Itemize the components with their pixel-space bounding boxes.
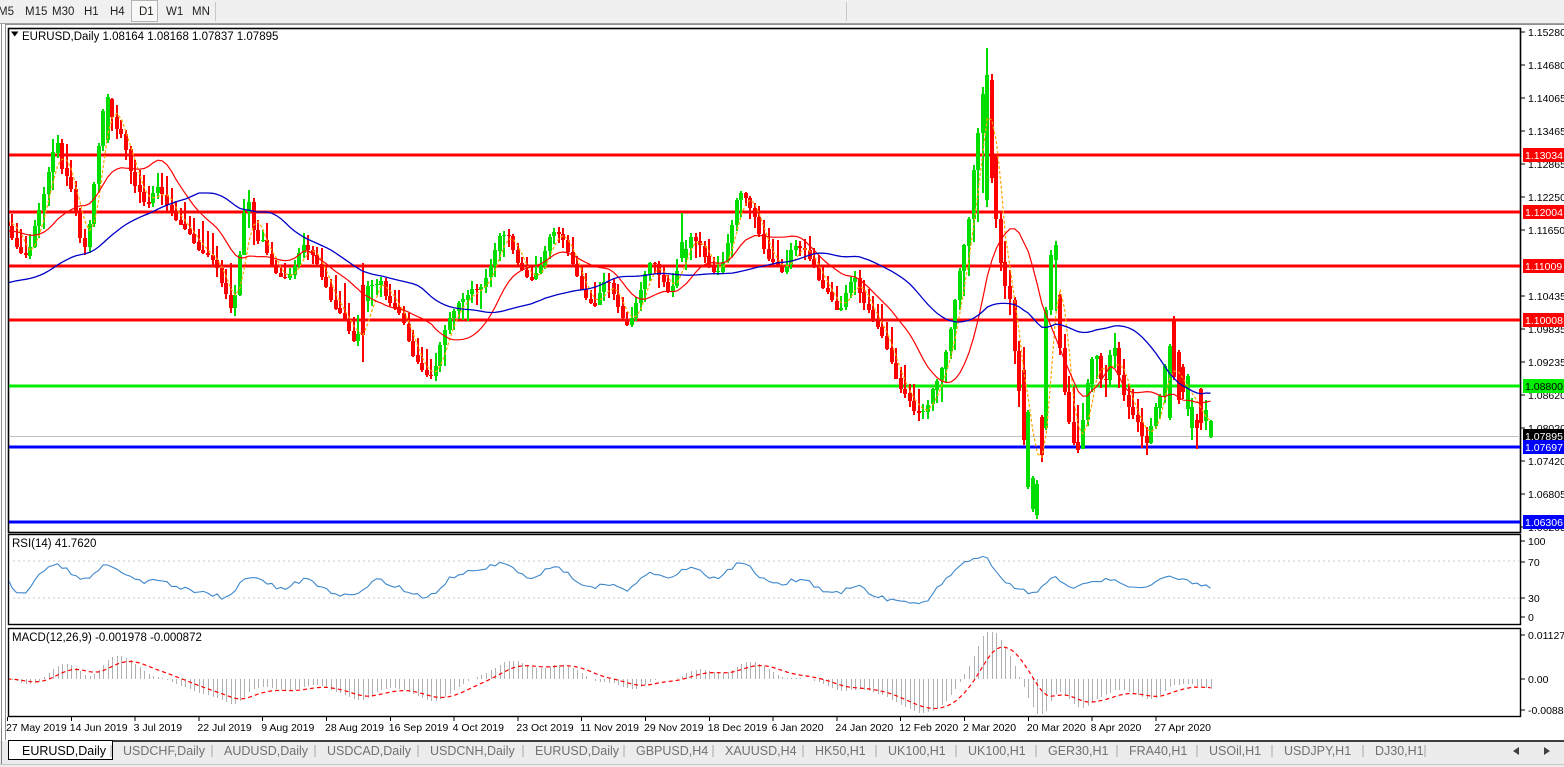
svg-text:3 Jul 2019: 3 Jul 2019 xyxy=(134,722,183,734)
svg-text:1.10008: 1.10008 xyxy=(1525,315,1563,327)
svg-text:4 Oct 2019: 4 Oct 2019 xyxy=(453,722,505,734)
svg-text:18 Dec 2019: 18 Dec 2019 xyxy=(708,722,768,734)
svg-text:DJ30,H1: DJ30,H1 xyxy=(1375,744,1424,758)
svg-text:XAUUSD,H4: XAUUSD,H4 xyxy=(725,744,797,758)
svg-text:UK100,H1: UK100,H1 xyxy=(888,744,946,758)
svg-text:1.12004: 1.12004 xyxy=(1525,207,1563,219)
svg-text:1.12250: 1.12250 xyxy=(1528,192,1564,204)
svg-text:29 Nov 2019: 29 Nov 2019 xyxy=(644,722,704,734)
svg-text:2 Mar 2020: 2 Mar 2020 xyxy=(963,722,1016,734)
svg-text:H1: H1 xyxy=(84,6,99,18)
svg-text:MN: MN xyxy=(192,6,210,18)
svg-text:1.09235: 1.09235 xyxy=(1528,357,1564,369)
svg-text:0: 0 xyxy=(1528,612,1534,624)
svg-text:1.06306: 1.06306 xyxy=(1525,517,1563,529)
svg-text:70: 70 xyxy=(1528,557,1540,569)
svg-text:USOil,H1: USOil,H1 xyxy=(1209,744,1261,758)
svg-text:FRA40,H1: FRA40,H1 xyxy=(1129,744,1187,758)
svg-text:1.06805: 1.06805 xyxy=(1528,489,1564,501)
svg-text:AUDUSD,Daily: AUDUSD,Daily xyxy=(224,744,309,758)
svg-text:9 Aug 2019: 9 Aug 2019 xyxy=(261,722,314,734)
svg-text:100: 100 xyxy=(1528,536,1546,548)
svg-text:D1: D1 xyxy=(139,6,154,18)
svg-text:30: 30 xyxy=(1528,593,1540,605)
svg-text:16 Sep 2019: 16 Sep 2019 xyxy=(389,722,449,734)
svg-text:1.14065: 1.14065 xyxy=(1528,93,1564,105)
svg-text:14 Jun 2019: 14 Jun 2019 xyxy=(70,722,128,734)
svg-text:12 Feb 2020: 12 Feb 2020 xyxy=(899,722,958,734)
svg-text:1.10435: 1.10435 xyxy=(1528,291,1564,303)
svg-text:UK100,H1: UK100,H1 xyxy=(968,744,1026,758)
svg-text:USDCAD,Daily: USDCAD,Daily xyxy=(327,744,412,758)
svg-text:1.13465: 1.13465 xyxy=(1528,126,1564,138)
svg-text:28 Aug 2019: 28 Aug 2019 xyxy=(325,722,384,734)
svg-text:11 Nov 2019: 11 Nov 2019 xyxy=(580,722,639,734)
svg-text:GER30,H1: GER30,H1 xyxy=(1048,744,1108,758)
svg-text:RSI(14) 41.7620: RSI(14) 41.7620 xyxy=(12,538,96,550)
svg-text:H4: H4 xyxy=(110,6,125,18)
svg-text:1.08800: 1.08800 xyxy=(1525,381,1563,393)
svg-text:22 Jul 2019: 22 Jul 2019 xyxy=(197,722,251,734)
svg-text:0.011277: 0.011277 xyxy=(1528,630,1564,642)
svg-text:1.14680: 1.14680 xyxy=(1528,60,1564,72)
svg-text:6 Jan 2020: 6 Jan 2020 xyxy=(772,722,824,734)
svg-text:1.11009: 1.11009 xyxy=(1525,261,1562,273)
svg-text:27 May 2019: 27 May 2019 xyxy=(6,722,67,734)
svg-text:USDJPY,H1: USDJPY,H1 xyxy=(1284,744,1351,758)
svg-text:1.07420: 1.07420 xyxy=(1528,456,1564,468)
svg-text:0.00: 0.00 xyxy=(1528,674,1549,686)
svg-text:EURUSD,Daily: EURUSD,Daily xyxy=(22,744,107,758)
svg-text:1.13034: 1.13034 xyxy=(1525,150,1563,162)
svg-text:M5: M5 xyxy=(0,6,14,18)
svg-text:8 Apr 2020: 8 Apr 2020 xyxy=(1091,722,1142,734)
svg-text:USDCHF,Daily: USDCHF,Daily xyxy=(123,744,206,758)
svg-text:W1: W1 xyxy=(166,6,183,18)
svg-text:HK50,H1: HK50,H1 xyxy=(815,744,866,758)
svg-text:27 Apr 2020: 27 Apr 2020 xyxy=(1154,722,1211,734)
svg-text:USDCNH,Daily: USDCNH,Daily xyxy=(430,744,515,758)
svg-text:EURUSD,Daily: EURUSD,Daily xyxy=(535,744,620,758)
svg-text:1.11650: 1.11650 xyxy=(1528,225,1564,237)
svg-text:M15: M15 xyxy=(25,6,47,18)
svg-text:M30: M30 xyxy=(52,6,74,18)
svg-text:23 Oct 2019: 23 Oct 2019 xyxy=(516,722,573,734)
svg-text:-0.008845: -0.008845 xyxy=(1528,705,1564,717)
svg-text:20 Mar 2020: 20 Mar 2020 xyxy=(1027,722,1086,734)
svg-text:24 Jan 2020: 24 Jan 2020 xyxy=(835,722,893,734)
svg-text:1.07697: 1.07697 xyxy=(1525,442,1563,454)
svg-text:GBPUSD,H4: GBPUSD,H4 xyxy=(636,744,708,758)
svg-text:EURUSD,Daily 1.08164 1.08168: EURUSD,Daily 1.08164 1.08168 1.07837 1.0… xyxy=(22,31,278,43)
svg-text:MACD(12,26,9) -0.001978 -0.000: MACD(12,26,9) -0.001978 -0.000872 xyxy=(12,632,202,644)
svg-text:1.15280: 1.15280 xyxy=(1528,27,1564,39)
